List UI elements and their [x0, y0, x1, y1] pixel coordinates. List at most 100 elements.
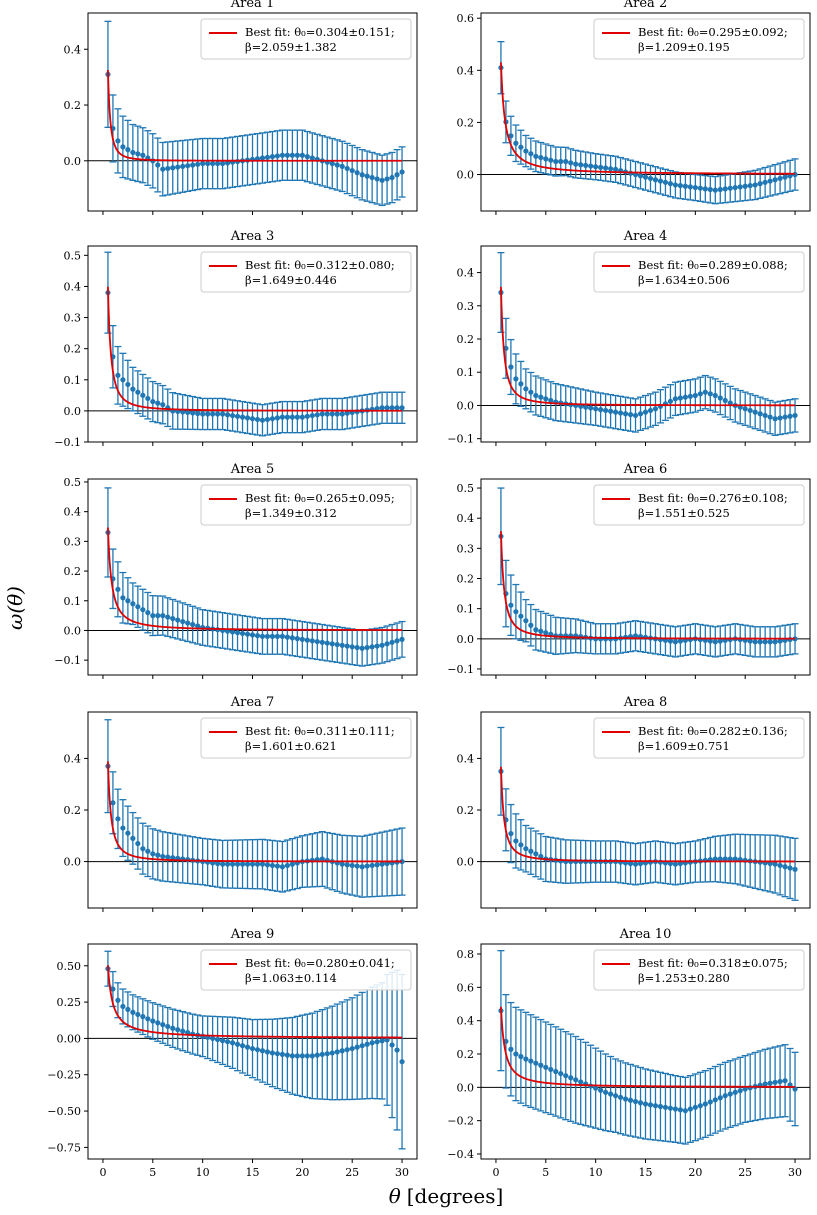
data-point-group — [214, 1015, 222, 1064]
data-point — [563, 158, 569, 165]
data-point — [528, 848, 534, 854]
data-point — [319, 856, 325, 862]
data-point — [249, 1045, 256, 1052]
data-point-group — [716, 1063, 724, 1132]
data-point-group — [124, 119, 132, 180]
data-point-group — [547, 381, 555, 420]
data-point-group — [741, 624, 749, 657]
data-point-group — [333, 626, 341, 664]
data-point-group — [139, 998, 147, 1036]
data-point-group — [502, 994, 510, 1089]
x-tick-label: 0 — [99, 1166, 106, 1179]
data-point — [732, 184, 738, 191]
data-point-group — [686, 623, 694, 656]
y-tick-label: 0.5 — [457, 482, 475, 495]
data-point-group — [343, 834, 351, 895]
data-point — [244, 1044, 251, 1050]
data-point — [284, 414, 290, 420]
data-point-group — [383, 830, 391, 897]
y-axis-label: ω(θ) — [3, 586, 27, 630]
x-axis-label-unit: [degrees] — [407, 1184, 504, 1208]
data-point — [125, 598, 131, 604]
data-point — [742, 183, 748, 189]
best-fit-curve — [500, 286, 796, 407]
data-point-group — [174, 140, 182, 194]
y-tick-label: 0.1 — [64, 374, 82, 387]
data-point — [289, 1053, 295, 1059]
data-point — [573, 1077, 579, 1083]
data-point — [782, 1078, 788, 1084]
panel-area-3: Area 3 −0.1 0.0 0.1 0.2 0.3 0.4 0.5 Best fit: θ₀… — [54, 229, 418, 449]
y-tick-label: −0.50 — [47, 1105, 81, 1118]
data-point-group — [288, 1016, 296, 1095]
panel-title: Area 3 — [230, 229, 274, 244]
data-point-group — [144, 130, 152, 186]
data-point-group — [249, 133, 256, 186]
data-point-group — [229, 136, 237, 188]
x-tick-label: 30 — [788, 1166, 802, 1179]
data-point-group — [224, 398, 232, 431]
data-point-group — [622, 841, 630, 885]
data-point-group — [308, 1012, 316, 1100]
panel-title: Area 2 — [623, 0, 667, 11]
data-point-group — [249, 616, 256, 654]
data-point — [608, 1091, 614, 1097]
data-point — [314, 638, 320, 645]
data-point-group — [328, 625, 336, 663]
data-point — [712, 639, 718, 645]
data-point-group — [298, 620, 306, 658]
data-point — [259, 155, 266, 161]
data-point-group — [378, 831, 386, 897]
data-point-group — [646, 393, 654, 428]
data-point-group — [716, 175, 724, 204]
y-tick-label: 0.2 — [64, 565, 82, 578]
data-point — [249, 632, 256, 638]
data-point-group — [313, 133, 321, 186]
data-point — [652, 177, 659, 183]
data-point-group — [199, 397, 207, 431]
data-point — [384, 1037, 390, 1043]
data-point — [344, 1047, 350, 1053]
data-point — [259, 861, 266, 867]
data-point-group — [239, 614, 247, 652]
data-point — [200, 411, 206, 417]
data-point — [180, 618, 186, 625]
data-point — [249, 416, 256, 422]
data-point — [180, 1028, 186, 1034]
data-point-group — [517, 360, 525, 407]
data-point — [319, 639, 325, 645]
data-point — [528, 1058, 534, 1064]
panel-area-5: Area 5 −0.1 0.0 0.1 0.2 0.3 0.4 0.5 Best fit: θ₀… — [54, 462, 418, 679]
data-point — [314, 1052, 320, 1058]
data-point — [757, 181, 763, 187]
data-point-group — [373, 832, 381, 898]
data-point — [782, 414, 788, 420]
data-point-group — [746, 170, 754, 201]
plot-area — [88, 251, 417, 437]
data-point — [667, 860, 674, 867]
data-point — [727, 856, 733, 862]
data-point — [772, 639, 778, 645]
data-point — [692, 184, 698, 191]
panel-area-8: Area 8 0.0 0.2 0.4 Best fit: θ₀=0.282±0.136;… — [457, 695, 811, 912]
plot-area — [88, 950, 417, 1150]
data-point — [229, 1040, 236, 1046]
data-point — [523, 1056, 529, 1062]
data-point — [324, 411, 330, 417]
data-point — [155, 400, 161, 406]
y-tick-label: −0.1 — [447, 433, 474, 446]
data-point — [712, 392, 718, 399]
data-point — [672, 396, 679, 402]
data-point — [657, 1103, 664, 1110]
data-point — [722, 1093, 728, 1099]
data-point — [593, 406, 599, 412]
data-point-group — [791, 1051, 799, 1127]
data-point-group — [234, 400, 242, 433]
data-point-group — [721, 383, 729, 418]
y-tick-label: 0.2 — [457, 1048, 475, 1061]
data-point-group — [716, 625, 724, 657]
panel-area-7: Area 7 0.0 0.2 0.4 Best fit: θ₀=0.311±0.111;… — [64, 695, 418, 912]
data-point — [224, 160, 231, 166]
data-point-group — [617, 1060, 625, 1135]
